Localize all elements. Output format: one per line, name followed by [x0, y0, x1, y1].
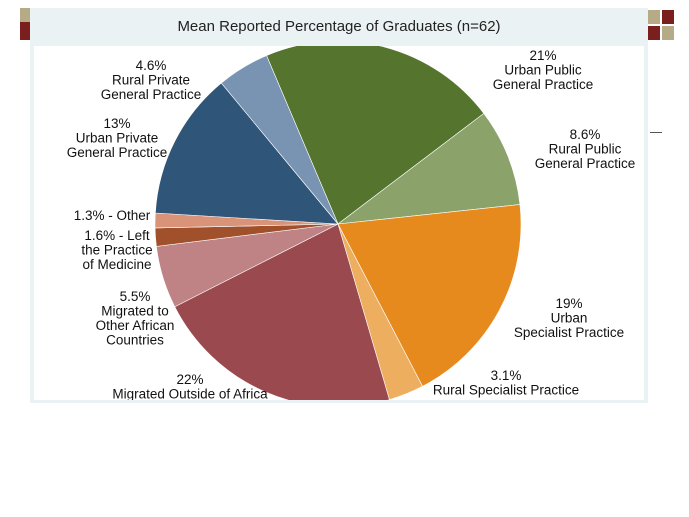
plot-area: 21% Urban Public General Practice 8.6% Rural…	[34, 46, 644, 400]
slice-label-line: 3.1%	[491, 368, 522, 383]
slice-label-line: General Practice	[493, 77, 594, 92]
slice-label-line: 1.3% - Other	[74, 208, 151, 223]
slice-label-line: 13%	[103, 116, 130, 131]
slice-label-line: General Practice	[535, 156, 636, 171]
slice-label-line: the Practice	[81, 243, 152, 258]
slice-label-line: Other African	[96, 318, 175, 333]
slice-label-left-practice: 1.6% - Left the Practice of Medicine	[81, 228, 152, 272]
slide-decoration-block	[662, 26, 674, 40]
slice-label-line: Urban	[551, 311, 588, 326]
pie-slice-urban-private-gp	[155, 82, 339, 225]
pie-slice-migrated-outside-africa	[174, 223, 390, 400]
slice-label-line: 8.6%	[570, 127, 601, 142]
slice-label-line: 1.6% - Left	[84, 228, 150, 243]
slice-label-line: Urban Public	[504, 63, 582, 78]
slice-label-line: 21%	[529, 48, 556, 63]
slide-decoration-block	[648, 26, 660, 40]
chart-frame: Mean Reported Percentage of Graduates (n…	[30, 8, 648, 403]
slice-label-line: 22%	[176, 372, 203, 387]
slice-label-line: Countries	[106, 333, 164, 348]
pie-slice-urban-public-gp	[266, 46, 485, 225]
slice-label-line: 4.6%	[136, 58, 167, 73]
slice-label-line: 5.5%	[120, 289, 151, 304]
slice-label-line: General Practice	[101, 87, 202, 102]
slice-label-urban-public-gp: 21% Urban Public General Practice	[493, 48, 594, 92]
slice-label-line: Migrated to	[101, 304, 169, 319]
slice-label-urban-specialist: 19% Urban Specialist Practice	[514, 296, 624, 340]
slice-label-line: of Medicine	[82, 257, 151, 272]
slice-label-line: 19%	[555, 296, 582, 311]
slice-label-line: Urban Private	[76, 131, 159, 146]
slice-label-urban-private-gp: 13% Urban Private General Practice	[67, 116, 168, 160]
slice-label-line: Rural Private	[112, 73, 190, 88]
slice-label-rural-public-gp: 8.6% Rural Public General Practice	[535, 127, 636, 171]
slice-label-other: 1.3% - Other	[74, 208, 151, 223]
pie-slice-rural-public-gp	[336, 113, 521, 225]
slice-label-migrated-outside-africa: 22% Migrated Outside of Africa	[112, 372, 268, 400]
slice-label-line: General Practice	[67, 145, 168, 160]
slide-decoration-block	[662, 10, 674, 24]
slice-label-rural-private-gp: 4.6% Rural Private General Practice	[101, 58, 202, 102]
slice-label-migrated-other-african: 5.5% Migrated to Other African Countries	[96, 289, 175, 348]
slice-label-line: Migrated Outside of Africa	[112, 387, 268, 401]
slide-decoration-line	[650, 132, 662, 133]
slide-decoration-block	[20, 8, 32, 22]
slide-decoration-block	[648, 10, 660, 24]
pie-slice-rural-private-gp	[220, 55, 339, 225]
chart-title: Mean Reported Percentage of Graduates (n…	[177, 17, 501, 35]
slice-label-line: Rural Specialist Practice	[433, 383, 579, 398]
slice-label-line: Rural Public	[549, 142, 622, 157]
slice-label-line: Specialist Practice	[514, 325, 624, 340]
slice-label-rural-specialist: 3.1% Rural Specialist Practice	[433, 368, 579, 398]
pie-slice-urban-specialist	[337, 204, 522, 387]
